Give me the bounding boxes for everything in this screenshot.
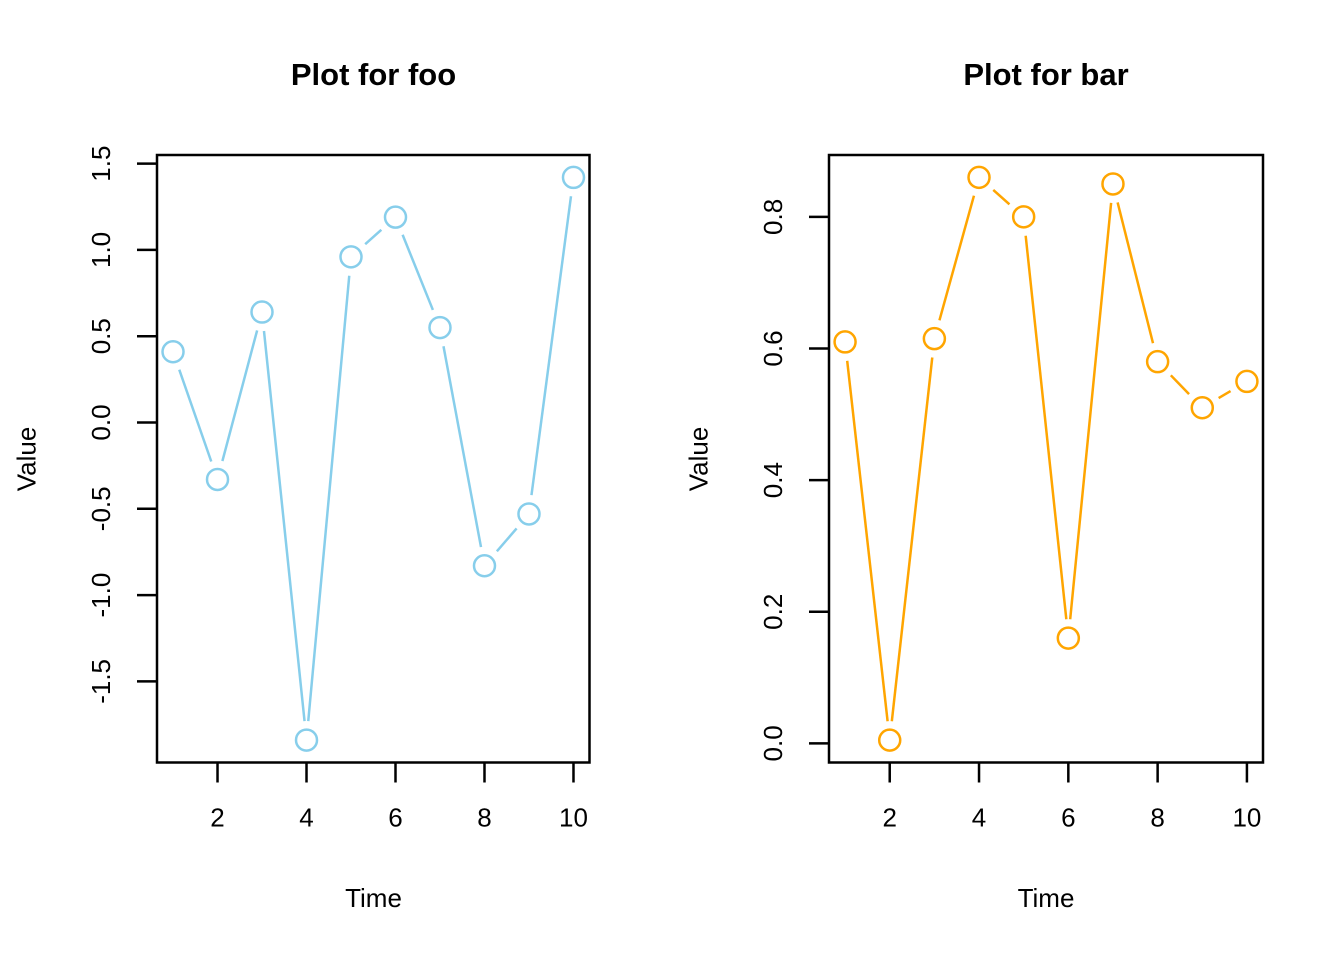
data-point — [922, 326, 947, 351]
data-point — [294, 728, 319, 752]
data-point — [383, 205, 408, 229]
x-tick-label: 6 — [1061, 803, 1075, 833]
x-tick-label: 6 — [388, 803, 402, 833]
y-tick-label: -1.0 — [86, 573, 116, 618]
y-tick-label: 1.5 — [86, 146, 116, 182]
data-point — [561, 165, 586, 190]
panel-plot-foo: 2 4 6 8 10 -1.5 -1.0 -0.5 0.0 0.5 1.0 1.5 — [86, 146, 591, 833]
y-tick-label: 0.0 — [758, 725, 788, 761]
x-tick-label: 4 — [972, 803, 986, 833]
data-point — [1101, 172, 1125, 196]
chart-title-bar: Plot for bar — [963, 57, 1129, 92]
y-tick-label: 0.4 — [758, 462, 788, 498]
series-line-segment — [221, 330, 259, 462]
y-tick-label: 0.0 — [86, 404, 116, 440]
x-axis-label-foo: Time — [345, 883, 402, 913]
data-point — [250, 300, 274, 324]
data-point — [339, 245, 363, 269]
series-line-segment — [890, 357, 934, 722]
data-point — [877, 728, 902, 752]
y-tick-label: 0.2 — [758, 594, 788, 630]
y-tick-label: 1.0 — [86, 232, 116, 268]
chart-title-foo: Plot for foo — [290, 57, 457, 92]
y-tick-label: -0.5 — [86, 486, 116, 531]
series-line-segment — [262, 330, 306, 722]
x-tick-label: 10 — [1232, 803, 1261, 833]
panel-plot-bar: 2 4 6 8 10 0.0 0.2 0.4 0.6 0.8 — [758, 153, 1265, 833]
y-tick-label: -1.5 — [86, 659, 116, 704]
series-line-segment — [1116, 202, 1155, 344]
data-point — [472, 554, 497, 578]
series-line-segment — [1169, 374, 1190, 395]
data-point — [428, 315, 452, 340]
x-tick-label: 8 — [477, 803, 491, 833]
plot-box — [827, 153, 1265, 764]
data-point — [205, 467, 230, 492]
series-line-segment — [364, 228, 383, 246]
data-point — [1011, 205, 1036, 229]
data-point — [1145, 349, 1170, 374]
plot-box — [155, 153, 591, 764]
series-line-segment — [992, 189, 1011, 206]
series-line-segment — [495, 527, 518, 553]
x-tick-label: 2 — [882, 803, 896, 833]
x-tick-label: 2 — [210, 803, 224, 833]
y-axis-label-foo: Value — [11, 426, 42, 492]
series-line-segment — [845, 360, 889, 722]
data-point — [1056, 626, 1081, 650]
data-point — [833, 330, 857, 354]
x-axis-label-bar: Time — [1017, 883, 1075, 913]
y-axis-label-bar: Value — [683, 426, 714, 492]
series-line-segment — [401, 234, 435, 311]
series-line-segment — [938, 195, 976, 321]
series-line-segment — [530, 196, 573, 496]
series-line-segment — [1218, 389, 1232, 400]
series-line-segment — [442, 346, 483, 548]
y-tick-label: 0.8 — [758, 199, 788, 235]
data-point — [1190, 395, 1215, 420]
series-line-segment — [1068, 202, 1113, 620]
series-line-segment — [307, 275, 351, 722]
data-point — [967, 165, 991, 190]
series-line-segment — [1024, 235, 1068, 620]
data-point — [1235, 369, 1259, 394]
y-tick-label: 0.5 — [86, 318, 116, 354]
y-tick-label: 0.6 — [758, 330, 788, 366]
data-point — [161, 339, 185, 364]
x-tick-label: 8 — [1150, 803, 1164, 833]
x-tick-label: 10 — [559, 803, 588, 833]
data-point — [517, 502, 541, 526]
series-line-segment — [178, 369, 213, 462]
x-tick-label: 4 — [299, 803, 313, 833]
